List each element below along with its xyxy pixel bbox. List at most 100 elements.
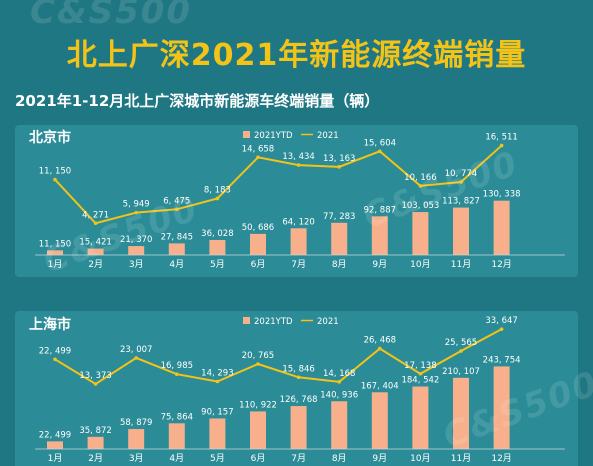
x-tick-label: 8月 bbox=[332, 259, 347, 270]
line-data-label: 14, 658 bbox=[242, 144, 274, 154]
line-data-label: 15, 846 bbox=[282, 364, 314, 374]
bar-ytd bbox=[87, 436, 104, 449]
bar-ytd bbox=[453, 377, 469, 449]
bar-ytd bbox=[47, 250, 63, 255]
line-data-label: 10, 774 bbox=[445, 169, 477, 179]
line-data-label: 14, 168 bbox=[323, 369, 355, 379]
line-point bbox=[296, 163, 301, 167]
x-tick-label: 4月 bbox=[169, 453, 184, 464]
bar-data-label: 15, 421 bbox=[79, 238, 111, 248]
bar-ytd bbox=[371, 216, 388, 255]
x-tick-label: 11月 bbox=[451, 259, 471, 270]
x-tick-label: 2月 bbox=[88, 453, 103, 464]
bar-ytd bbox=[412, 212, 429, 255]
line-data-label: 15, 604 bbox=[364, 138, 396, 148]
bar-ytd bbox=[331, 401, 348, 449]
line-point bbox=[256, 155, 260, 160]
line-data-label: 22, 499 bbox=[39, 346, 71, 356]
legend-label-line: 2021 bbox=[317, 131, 339, 141]
bar-ytd bbox=[128, 246, 145, 255]
legend: 2021YTD 2021 bbox=[243, 317, 339, 327]
line-point bbox=[215, 379, 220, 384]
x-tick-label: 11月 bbox=[451, 453, 471, 464]
bar-ytd bbox=[493, 366, 510, 449]
bar-data-label: 243, 754 bbox=[483, 355, 521, 365]
line-data-label: 6, 475 bbox=[163, 196, 190, 206]
chart-subtitle: 2021年1-12月北上广深城市新能源车终端销量（辆） bbox=[15, 92, 380, 110]
bar-ytd bbox=[331, 222, 348, 255]
x-tick-label: 7月 bbox=[291, 453, 306, 464]
bar-ytd bbox=[412, 386, 429, 449]
bar-ytd bbox=[453, 207, 469, 255]
bar-data-label: 130, 338 bbox=[483, 190, 521, 200]
bar-data-label: 92, 887 bbox=[364, 205, 396, 215]
bar-ytd bbox=[47, 441, 63, 449]
x-tick-label: 6月 bbox=[251, 259, 266, 270]
x-tick-label: 10月 bbox=[410, 259, 430, 270]
x-tick-label: 9月 bbox=[372, 259, 387, 270]
bar-data-label: 140, 936 bbox=[320, 390, 358, 400]
city-title: 北京市 bbox=[29, 129, 71, 146]
page-title: 北上广深2021年新能源终端销量 bbox=[66, 38, 527, 73]
line-data-label: 13, 434 bbox=[282, 152, 314, 162]
line-data-label: 13, 373 bbox=[79, 371, 111, 381]
line-point bbox=[134, 356, 138, 360]
line-data-label: 13, 163 bbox=[323, 154, 355, 164]
line-point bbox=[93, 382, 98, 386]
bar-data-label: 184, 542 bbox=[401, 375, 439, 385]
line-point bbox=[53, 177, 57, 182]
x-tick-label: 10月 bbox=[410, 453, 430, 464]
bar-ytd bbox=[168, 423, 185, 449]
line-data-label: 8, 183 bbox=[204, 185, 231, 195]
line-point bbox=[175, 207, 179, 212]
bar-data-label: 21, 370 bbox=[120, 235, 152, 245]
x-tick-label: 7月 bbox=[291, 259, 306, 270]
bar-ytd bbox=[128, 429, 145, 449]
bar-ytd bbox=[209, 239, 226, 255]
line-point bbox=[134, 210, 138, 215]
x-tick-label: 1月 bbox=[48, 259, 63, 270]
line-data-label: 26, 468 bbox=[364, 336, 396, 346]
x-tick-label: 6月 bbox=[251, 453, 266, 464]
x-tick-label: 5月 bbox=[210, 453, 225, 464]
bar-ytd bbox=[371, 392, 388, 449]
bar-data-label: 210, 107 bbox=[442, 367, 480, 377]
line-point bbox=[418, 184, 423, 188]
line-point bbox=[53, 357, 57, 362]
x-tick-label: 12月 bbox=[491, 259, 511, 270]
bar-data-label: 22, 499 bbox=[39, 430, 71, 440]
legend-swatch-ytd bbox=[243, 131, 250, 138]
x-tick-label: 3月 bbox=[129, 453, 144, 464]
bar-data-label: 50, 686 bbox=[242, 223, 274, 233]
line-data-label: 10, 166 bbox=[404, 173, 436, 183]
bar-data-label: 103, 053 bbox=[401, 201, 439, 211]
x-tick-label: 3月 bbox=[129, 259, 144, 270]
shanghai-chart-panel: 上海市 2021YTD 2021 22, 499 1月 35, 872 2月 58, 879 3… bbox=[15, 311, 578, 466]
line-data-label: 25, 565 bbox=[445, 338, 477, 348]
bar-data-label: 113, 827 bbox=[442, 197, 480, 207]
bar-data-label: 27, 845 bbox=[161, 232, 193, 242]
line-point bbox=[215, 196, 220, 201]
bar-data-label: 75, 864 bbox=[161, 412, 193, 422]
legend: 2021YTD 2021 bbox=[243, 131, 339, 141]
line-point bbox=[418, 372, 423, 376]
watermark-logo: C&S500 bbox=[30, 0, 193, 32]
bar-data-label: 64, 120 bbox=[282, 217, 314, 227]
x-tick-label: 1月 bbox=[48, 453, 63, 464]
beijing-chart-panel: 北京市 2021YTD 2021 11, 150 1月 15, 421 2月 21, 370 3… bbox=[15, 125, 578, 277]
line-data-label: 23, 007 bbox=[120, 345, 152, 355]
line-point bbox=[175, 372, 179, 377]
bar-data-label: 110, 922 bbox=[239, 400, 277, 410]
x-tick-label: 2月 bbox=[88, 259, 103, 270]
line-point bbox=[337, 165, 342, 169]
line-data-label: 5, 949 bbox=[123, 200, 150, 210]
line-point bbox=[499, 327, 504, 331]
bar-ytd bbox=[290, 406, 307, 449]
bar-data-label: 35, 872 bbox=[79, 426, 111, 436]
legend-label-ytd: 2021YTD bbox=[254, 131, 293, 141]
bar-ytd bbox=[168, 243, 185, 255]
x-tick-label: 9月 bbox=[372, 453, 387, 464]
bar-data-label: 167, 404 bbox=[361, 381, 399, 391]
line-point bbox=[93, 221, 98, 226]
beijing-chart: 北京市 2021YTD 2021 11, 150 1月 15, 421 2月 21, 370 3… bbox=[29, 129, 565, 270]
